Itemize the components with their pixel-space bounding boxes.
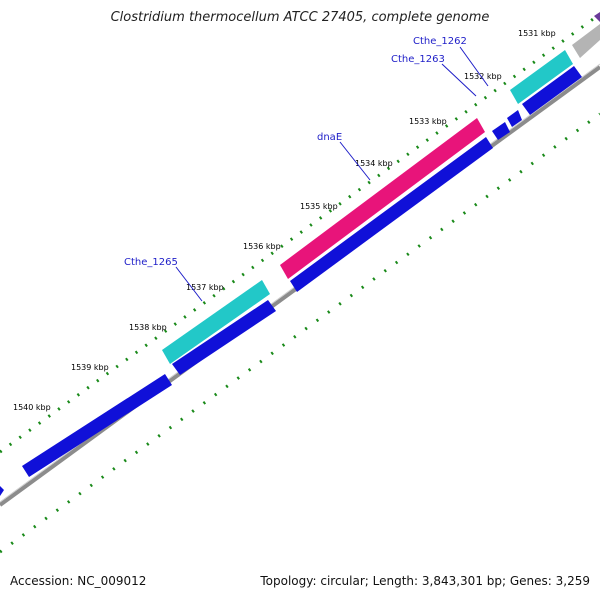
position-ticks: 1531 kbp 1532 kbp 1533 kbp 1534 kbp 1535… bbox=[13, 29, 556, 412]
gene-label-cthe-1262[interactable]: Cthe_1262 bbox=[413, 36, 467, 47]
forward-cds-track bbox=[0, 66, 582, 496]
tick-label: 1534 kbp bbox=[355, 159, 393, 168]
gene-label-dnae[interactable]: dnaE bbox=[317, 132, 342, 143]
highlighted-genes-track bbox=[162, 12, 600, 364]
gene-cthe-1262[interactable] bbox=[572, 24, 600, 58]
tick-label: 1531 kbp bbox=[518, 29, 556, 38]
gene-cthe-1265[interactable] bbox=[162, 280, 270, 364]
map-title: Clostridium thermocellum ATCC 27405, com… bbox=[110, 10, 490, 25]
tick-label: 1539 kbp bbox=[71, 363, 109, 372]
gene-label-cthe-1265[interactable]: Cthe_1265 bbox=[124, 257, 178, 268]
cds-feature[interactable] bbox=[522, 66, 582, 115]
tick-label: 1538 kbp bbox=[129, 323, 167, 332]
gene-labels: Cthe_1262 Cthe_1263 dnaE Cthe_1265 bbox=[124, 36, 489, 302]
tick-label: 1537 kbp bbox=[186, 283, 224, 292]
cds-feature[interactable] bbox=[492, 122, 510, 140]
gc-content-track-outer bbox=[0, 12, 600, 454]
tick-label: 1540 kbp bbox=[13, 403, 51, 412]
cds-feature[interactable] bbox=[0, 486, 4, 496]
tick-label: 1535 kbp bbox=[300, 202, 338, 211]
gc-content-track-inner bbox=[0, 112, 600, 554]
cds-feature[interactable] bbox=[290, 137, 493, 292]
accession-label: Accession: NC_009012 bbox=[10, 574, 147, 588]
gene-dnae[interactable] bbox=[280, 118, 485, 279]
tick-label: 1532 kbp bbox=[464, 72, 502, 81]
tick-label: 1536 kbp bbox=[243, 242, 281, 251]
gene-label-cthe-1263[interactable]: Cthe_1263 bbox=[391, 54, 445, 65]
tick-label: 1533 kbp bbox=[409, 117, 447, 126]
gene-cthe-1263[interactable] bbox=[510, 50, 573, 104]
gene-other[interactable] bbox=[594, 12, 600, 22]
genome-summary: Topology: circular; Length: 3,843,301 bp… bbox=[260, 574, 590, 588]
cds-feature[interactable] bbox=[172, 300, 276, 375]
cds-feature[interactable] bbox=[507, 110, 522, 127]
cds-feature[interactable] bbox=[22, 374, 172, 477]
